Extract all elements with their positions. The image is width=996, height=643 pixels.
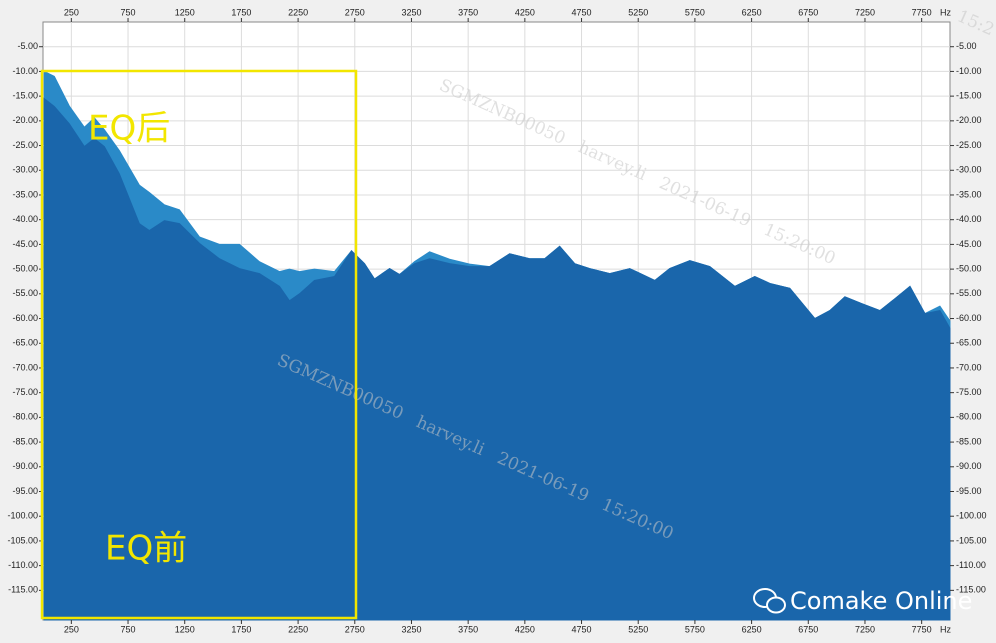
y-tick-label: -40.00 <box>956 214 982 224</box>
x-tick-label: 1750 <box>231 7 251 17</box>
y-tick-label: -15.00 <box>956 91 982 101</box>
x-tick-label: 7750 <box>912 624 932 634</box>
x-tick-label: 2250 <box>288 624 308 634</box>
legend-before: EQ前 <box>105 529 187 569</box>
y-tick-label: -115.00 <box>956 585 986 595</box>
y-tick-label: -90.00 <box>956 461 982 471</box>
x-tick-label: 250 <box>64 624 79 634</box>
x-tick-label: 4750 <box>572 624 592 634</box>
x-tick-label: 5250 <box>628 7 648 17</box>
y-tick-label: -55.00 <box>12 288 38 298</box>
y-tick-label: -75.00 <box>956 387 982 397</box>
y-tick-label: -25.00 <box>956 140 982 150</box>
y-tick-label: -100.00 <box>956 511 987 521</box>
x-tick-label: 5750 <box>685 7 705 17</box>
x-tick-label: 2750 <box>345 624 365 634</box>
y-tick-label: -95.00 <box>956 486 982 496</box>
x-unit-bottom: Hz <box>940 624 951 634</box>
y-tick-label: -80.00 <box>12 412 38 422</box>
highlight-box <box>40 69 358 620</box>
y-tick-label: -50.00 <box>956 263 982 273</box>
y-tick-label: -10.00 <box>956 66 982 76</box>
y-tick-label: -55.00 <box>956 288 982 298</box>
y-tick-label: -110.00 <box>956 560 986 570</box>
y-tick-label: -5.00 <box>17 41 38 51</box>
x-tick-label: 750 <box>121 624 136 634</box>
logo-icon <box>766 596 786 614</box>
x-tick-label: 2250 <box>288 7 308 17</box>
x-tick-label: 250 <box>64 7 79 17</box>
y-tick-label: -75.00 <box>12 387 38 397</box>
x-tick-label: 1250 <box>175 624 195 634</box>
x-tick-label: 4250 <box>515 7 535 17</box>
y-tick-label: -35.00 <box>12 189 38 199</box>
x-tick-label: 5750 <box>685 624 705 634</box>
x-tick-label: 7250 <box>855 624 875 634</box>
x-tick-label: 3750 <box>458 624 478 634</box>
y-tick-label: -30.00 <box>956 165 982 175</box>
x-tick-label: 2750 <box>345 7 365 17</box>
x-tick-label: 6250 <box>742 624 762 634</box>
y-tick-label: -45.00 <box>12 239 38 249</box>
y-tick-label: -80.00 <box>956 412 982 422</box>
y-tick-label: -25.00 <box>12 140 38 150</box>
y-tick-label: -70.00 <box>12 362 38 372</box>
y-tick-label: -35.00 <box>956 189 982 199</box>
area <box>43 97 951 621</box>
x-tick-label: 3250 <box>401 7 421 17</box>
y-tick-label: -20.00 <box>12 115 38 125</box>
y-tick-label: -105.00 <box>7 535 38 545</box>
legend-after: EQ后 <box>88 109 170 149</box>
y-tick-label: -95.00 <box>12 486 38 496</box>
y-tick-label: -85.00 <box>956 436 982 446</box>
logo: Comake Online <box>753 587 972 615</box>
x-tick-label: 5250 <box>628 624 648 634</box>
x-tick-label: 6750 <box>798 624 818 634</box>
y-tick-label: -20.00 <box>956 115 982 125</box>
y-tick-label: -85.00 <box>12 436 38 446</box>
x-tick-label: 7250 <box>855 7 875 17</box>
y-tick-label: -60.00 <box>956 313 982 323</box>
x-tick-label: 7750 <box>912 7 932 17</box>
y-tick-label: -65.00 <box>956 338 982 348</box>
y-tick-label: -65.00 <box>12 338 38 348</box>
x-tick-label: 4750 <box>572 7 592 17</box>
y-tick-label: -15.00 <box>12 91 38 101</box>
y-tick-label: -5.00 <box>956 41 977 51</box>
x-tick-label: 1250 <box>175 7 195 17</box>
y-tick-label: -70.00 <box>956 362 982 372</box>
x-tick-label: 750 <box>121 7 136 17</box>
logo-text: Comake Online <box>790 587 972 615</box>
y-tick-label: -100.00 <box>7 511 38 521</box>
x-tick-label: 1750 <box>231 624 251 634</box>
y-tick-label: -10.00 <box>12 66 38 76</box>
x-tick-label: 4250 <box>515 624 535 634</box>
y-tick-label: -115.00 <box>8 585 38 595</box>
areas <box>43 70 951 621</box>
y-tick-label: -40.00 <box>12 214 38 224</box>
ticks: -5.00 -5.00 -10.00 -10.00 -15.00 -15.00 -20.00… <box>7 7 986 634</box>
y-tick-label: -45.00 <box>956 239 982 249</box>
y-tick-label: -110.00 <box>8 560 38 570</box>
x-unit-top: Hz <box>940 7 951 17</box>
y-tick-label: -30.00 <box>12 165 38 175</box>
x-tick-label: 6250 <box>742 7 762 17</box>
x-tick-label: 6750 <box>798 7 818 17</box>
y-tick-label: -60.00 <box>12 313 38 323</box>
y-tick-label: -105.00 <box>956 535 987 545</box>
x-tick-label: 3250 <box>401 624 421 634</box>
x-tick-label: 3750 <box>458 7 478 17</box>
y-tick-label: -90.00 <box>12 461 38 471</box>
y-tick-label: -50.00 <box>12 263 38 273</box>
